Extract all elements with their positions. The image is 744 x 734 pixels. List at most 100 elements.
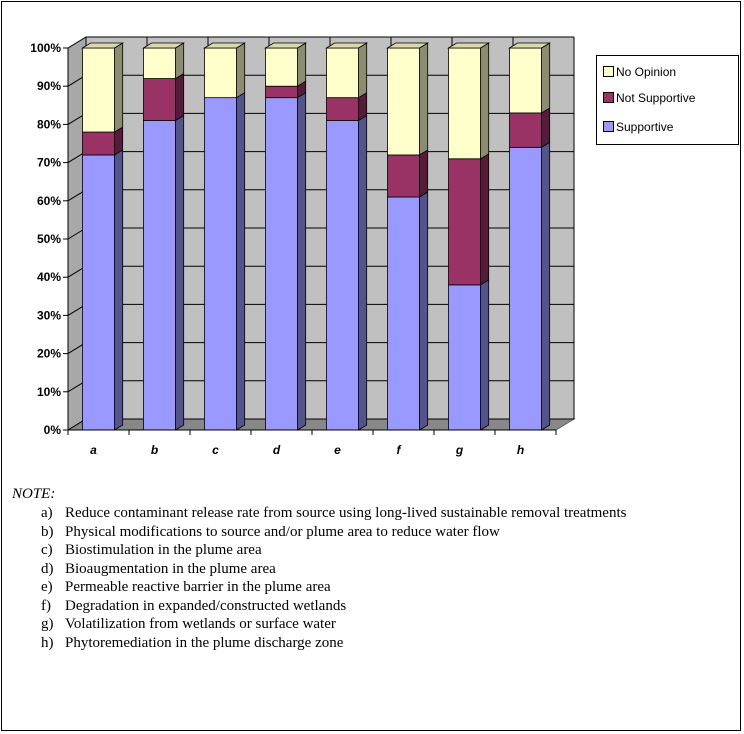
y-tick-label: 10% — [37, 385, 61, 399]
bar-front-face — [82, 131, 115, 156]
bar-segment-no-opinion — [448, 42, 490, 160]
note-item-b: b) Physical modifications to source and/o… — [12, 523, 685, 542]
note-letter: g) — [41, 616, 54, 632]
bar-segment-not-supportive — [387, 149, 429, 198]
bar-front-face — [82, 47, 115, 133]
note-letter: b) — [41, 523, 54, 540]
bar-front-face — [326, 97, 359, 121]
legend-item-no-opinion: No Opinion — [603, 64, 676, 80]
note-text: Reduce contaminant release rate from sou… — [65, 505, 627, 521]
bar-side-face — [175, 72, 185, 122]
stacked-bar-chart: 0% 10% 20% 30% 40% 50% 60% 70% 80% 90% 100% a b c d e f g… — [30, 36, 576, 457]
note-item-g: g) Volatilization from wetlands or surfac… — [12, 615, 685, 634]
bar-side-face — [236, 91, 246, 431]
note-text: Volatilization from wetlands or surface … — [65, 616, 336, 632]
bar-side-face — [114, 42, 124, 133]
y-tick-label: 60% — [37, 194, 61, 208]
bar-segment-not-supportive — [143, 72, 185, 122]
y-tick-label: 70% — [37, 156, 61, 170]
note-text: Bioaugmentation in the plume area — [65, 560, 276, 577]
bar-segment-no-opinion — [143, 42, 185, 80]
note-item-f: f) Degradation in expanded/constructed we… — [12, 597, 685, 616]
y-tick-label: 0% — [44, 423, 62, 437]
notes-title: NOTE: — [12, 486, 56, 502]
bar-segment-no-opinion — [204, 42, 246, 99]
bar-segment-supportive — [204, 91, 246, 431]
bar-front-face — [265, 97, 298, 431]
y-tick-label: 90% — [37, 79, 61, 93]
bar-top-face — [142, 42, 186, 49]
bar-top-face — [508, 42, 552, 49]
legend-swatch-not-supportive — [603, 92, 614, 103]
bar-front-face — [204, 47, 237, 99]
bar-top-face — [447, 42, 491, 49]
bar-side-face — [541, 141, 551, 431]
bar-front-face — [143, 120, 176, 431]
x-category-label: e — [334, 443, 341, 457]
legend-label-not-supportive: Not Supportive — [616, 91, 696, 105]
bar-front-face — [387, 154, 420, 198]
x-category-label: d — [273, 443, 281, 457]
note-letter: c) — [41, 542, 53, 558]
bar-front-face — [265, 85, 298, 99]
bar-side-face — [175, 42, 185, 80]
bar-side-face — [114, 149, 124, 431]
bar-segment-not-supportive — [82, 126, 124, 156]
x-category-label: c — [212, 443, 219, 457]
bar-side-face — [358, 42, 368, 99]
bar-front-face — [448, 284, 481, 431]
note-item-c: c) Biostimulation in the plume area — [12, 541, 685, 560]
note-letter: f) — [41, 597, 51, 614]
legend-swatch-supportive — [603, 121, 614, 132]
bar-top-face — [81, 42, 125, 49]
bar-front-face — [204, 97, 237, 431]
bar-segment-not-supportive — [448, 153, 490, 286]
note-text: Physical modifications to source and/or … — [65, 523, 500, 540]
x-category-label: b — [151, 443, 158, 457]
bar-front-face — [143, 78, 176, 121]
bar-front-face — [326, 120, 359, 431]
bar-segment-no-opinion — [509, 42, 551, 114]
bar-segment-supportive — [387, 191, 429, 431]
legend-label-no-opinion: No Opinion — [616, 65, 677, 79]
legend-label-supportive: Supportive — [616, 120, 674, 134]
notes-list: a) Reduce contaminant release rate from s… — [12, 504, 685, 652]
x-category-label: a — [90, 443, 97, 457]
bar-side-face — [541, 42, 551, 114]
bar-front-face — [509, 112, 542, 148]
bar-front-face — [265, 47, 298, 87]
y-tick-label: 80% — [37, 117, 61, 131]
notes-block: NOTE: a) Reduce contaminant release rate … — [12, 484, 685, 652]
note-letter: e) — [41, 579, 53, 595]
bar-segment-supportive — [82, 149, 124, 431]
bar-side-face — [175, 114, 185, 431]
bar-segment-not-supportive — [509, 107, 551, 149]
bar-front-face — [509, 146, 542, 431]
legend-item-not-supportive: Not Supportive — [603, 90, 695, 106]
note-item-d: d) Bioaugmentation in the plume area — [12, 560, 685, 579]
bar-segment-no-opinion — [82, 42, 124, 133]
bar-side-face — [480, 42, 490, 160]
note-letter: h) — [41, 634, 54, 651]
x-category-label: f — [397, 443, 402, 457]
bar-front-face — [82, 154, 115, 431]
y-tick-label: 100% — [30, 41, 61, 55]
y-tick-label: 50% — [37, 232, 61, 246]
bar-front-face — [387, 47, 420, 156]
bar-segment-supportive — [143, 114, 185, 431]
bar-segment-no-opinion — [326, 42, 368, 99]
bar-side-face — [480, 153, 490, 286]
bar-segment-no-opinion — [387, 42, 429, 156]
bar-segment-no-opinion — [265, 42, 307, 87]
note-item-h: h) Phytoremediation in the plume discharg… — [12, 634, 685, 653]
bar-segment-supportive — [448, 279, 490, 431]
bar-side-face — [297, 91, 307, 431]
bar-top-face — [386, 42, 430, 49]
bar-side-face — [358, 114, 368, 431]
bar-top-face — [264, 42, 308, 49]
legend-swatch-no-opinion — [603, 66, 614, 77]
x-category-label: g — [455, 443, 464, 457]
note-text: Phytoremediation in the plume discharge … — [65, 634, 344, 651]
gridline-side — [67, 36, 87, 49]
note-letter: d) — [41, 560, 54, 577]
